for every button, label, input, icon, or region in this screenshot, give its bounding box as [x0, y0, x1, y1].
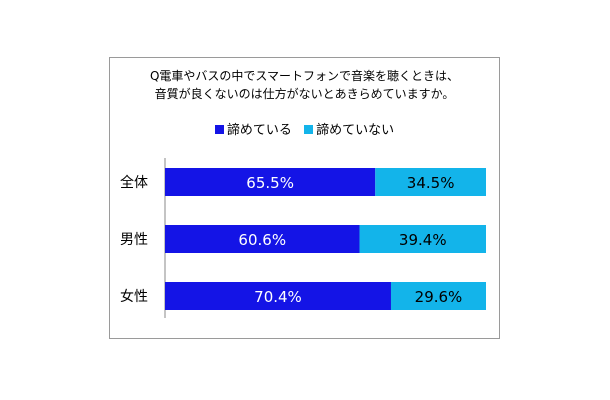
legend-item-giving-up: 諦めている: [214, 119, 292, 138]
legend-label-not-giving-up: 諦めていない: [316, 123, 395, 138]
category-label: 女性: [120, 288, 148, 305]
bar-giving-up: [165, 225, 360, 253]
bar-giving-up: [165, 282, 391, 310]
data-label: 29.6%: [415, 288, 463, 306]
data-label: 39.4%: [399, 231, 447, 249]
data-label: 34.5%: [407, 174, 455, 192]
chart-frame: Q電車やバスの中でスマートフォンで音楽を聴くときは、 音質が良くないのは仕方がな…: [109, 57, 500, 339]
chart-title: Q電車やバスの中でスマートフォンで音楽を聴くときは、 音質が良くないのは仕方がな…: [110, 67, 499, 103]
bar-chart: 全体 65.5% 34.5% 男性 60.6% 39.4% 女性 70.4% 29.6%: [120, 158, 486, 318]
data-label: 65.5%: [246, 174, 294, 192]
title-line-1: Q電車やバスの中でスマートフォンで音楽を聴くときは、: [149, 69, 460, 83]
legend-swatch-giving-up: [214, 125, 224, 134]
category-label: 全体: [120, 174, 148, 191]
title-line-2: 音質が良くないのは仕方がないとあきらめていますか。: [154, 87, 455, 101]
data-label: 60.6%: [238, 231, 286, 249]
data-label: 70.4%: [254, 288, 302, 306]
bar-not-giving-up: [375, 168, 486, 196]
legend-label-giving-up: 諦めている: [226, 123, 292, 138]
category-label: 男性: [120, 232, 148, 248]
legend-swatch-not-giving-up: [304, 125, 314, 134]
bar-giving-up: [165, 168, 376, 196]
bar-not-giving-up: [390, 282, 486, 310]
legend-item-not-giving-up: 諦めていない: [304, 119, 394, 138]
legend: 諦めている 諦めていない: [110, 119, 499, 138]
bar-not-giving-up: [359, 225, 486, 253]
